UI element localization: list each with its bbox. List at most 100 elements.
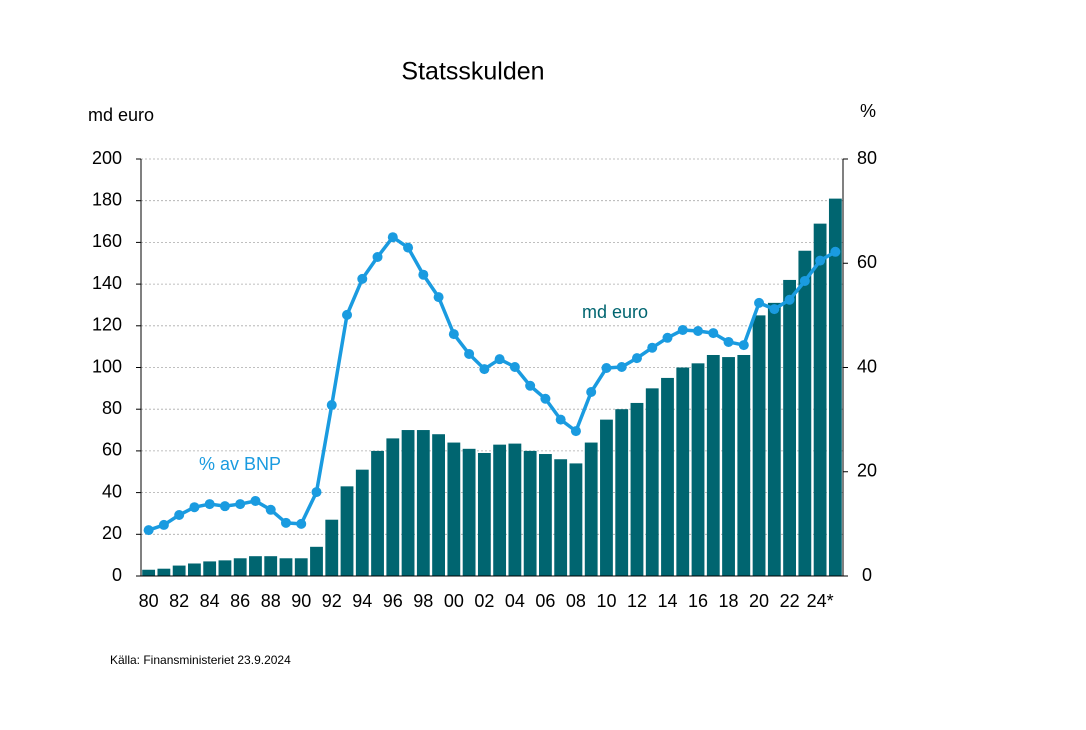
y-tick-label: 40 — [102, 481, 122, 501]
bar — [142, 569, 156, 576]
line-point — [754, 297, 765, 308]
line-point — [158, 519, 169, 530]
line-point — [540, 393, 551, 404]
y2-tick-label: 0 — [862, 565, 872, 585]
y2-axis-title: % — [860, 101, 876, 121]
bar — [554, 459, 568, 576]
bar — [539, 454, 552, 576]
bar — [279, 558, 293, 576]
x-tick-label: 10 — [596, 591, 616, 611]
line-point — [204, 499, 215, 510]
x-tick-label: 98 — [413, 591, 433, 611]
line-point — [555, 414, 566, 425]
line-point — [143, 525, 154, 536]
bar — [798, 250, 812, 577]
x-tick-label: 96 — [383, 591, 403, 611]
y-tick-label: 180 — [92, 189, 122, 209]
x-tick-label: 12 — [627, 591, 647, 611]
y-tick-label: 0 — [112, 565, 122, 585]
bar — [661, 377, 674, 576]
x-tick-label: 88 — [261, 591, 281, 611]
x-tick-label: 94 — [352, 591, 372, 611]
x-tick-label: 08 — [566, 591, 586, 611]
line-point — [464, 348, 475, 359]
y-tick-label: 100 — [92, 356, 122, 376]
line-point — [448, 329, 459, 340]
x-tick-label: 82 — [169, 591, 189, 611]
bar — [203, 561, 217, 576]
bar — [294, 558, 308, 576]
bar — [752, 315, 766, 576]
line-point — [189, 502, 200, 513]
line-point — [799, 275, 810, 286]
x-tick-label: 18 — [719, 591, 739, 611]
x-tick-label: 14 — [657, 591, 677, 611]
line-point — [342, 309, 353, 320]
bar — [767, 302, 781, 576]
x-tick-label: 92 — [322, 591, 342, 611]
bar — [432, 434, 445, 576]
line-point — [525, 380, 536, 391]
bar — [401, 430, 415, 576]
y2-tick-label: 40 — [857, 356, 877, 376]
bar — [218, 560, 232, 576]
line-point — [616, 361, 627, 372]
bar — [493, 444, 507, 576]
bar — [371, 450, 384, 576]
y2-tick-label: 20 — [857, 461, 877, 481]
y-tick-label: 80 — [102, 398, 122, 418]
y-tick-label: 200 — [92, 148, 122, 168]
x-tick-label: 86 — [230, 591, 250, 611]
x-tick-label: 90 — [291, 591, 311, 611]
line-point — [433, 292, 444, 303]
y-tick-label: 160 — [92, 231, 122, 251]
line-point — [693, 326, 704, 337]
line-point — [357, 273, 368, 284]
x-tick-label: 24* — [807, 591, 834, 611]
bar — [233, 558, 247, 576]
bar — [508, 443, 522, 576]
bar — [416, 430, 430, 576]
bar — [584, 442, 598, 576]
x-tick-label: 06 — [535, 591, 555, 611]
line-point — [250, 495, 261, 506]
y-tick-label: 20 — [102, 523, 122, 543]
bar — [386, 438, 400, 576]
y2-tick-label: 80 — [857, 148, 877, 168]
bar — [264, 556, 278, 576]
y2-tick-label: 60 — [857, 252, 877, 272]
line-point — [372, 251, 383, 262]
y-tick-label: 140 — [92, 273, 122, 293]
bar — [477, 452, 491, 576]
line — [148, 235, 837, 532]
y-tick-label: 120 — [92, 315, 122, 335]
bar — [462, 448, 476, 576]
bar — [813, 223, 827, 576]
bar — [325, 519, 339, 576]
line-point — [509, 361, 520, 372]
x-tick-label: 20 — [749, 591, 769, 611]
line-point — [662, 332, 673, 343]
bar — [355, 469, 369, 576]
bar — [737, 354, 751, 576]
bar — [249, 556, 262, 576]
bar — [783, 279, 796, 576]
x-tick-label: 84 — [200, 591, 220, 611]
line-point — [769, 304, 780, 315]
line-point — [418, 269, 429, 280]
x-tick-label: 04 — [505, 591, 525, 611]
bar — [645, 388, 659, 576]
x-tick-label: 22 — [780, 591, 800, 611]
x-tick-label: 02 — [474, 591, 494, 611]
y-axis-title: md euro — [88, 105, 154, 125]
x-tick-label: 80 — [139, 591, 159, 611]
bar — [630, 402, 644, 576]
line-point — [723, 336, 734, 347]
line-point — [570, 426, 581, 437]
bar — [615, 409, 629, 576]
bar — [722, 357, 735, 576]
bar — [157, 568, 171, 576]
bar — [691, 363, 705, 576]
